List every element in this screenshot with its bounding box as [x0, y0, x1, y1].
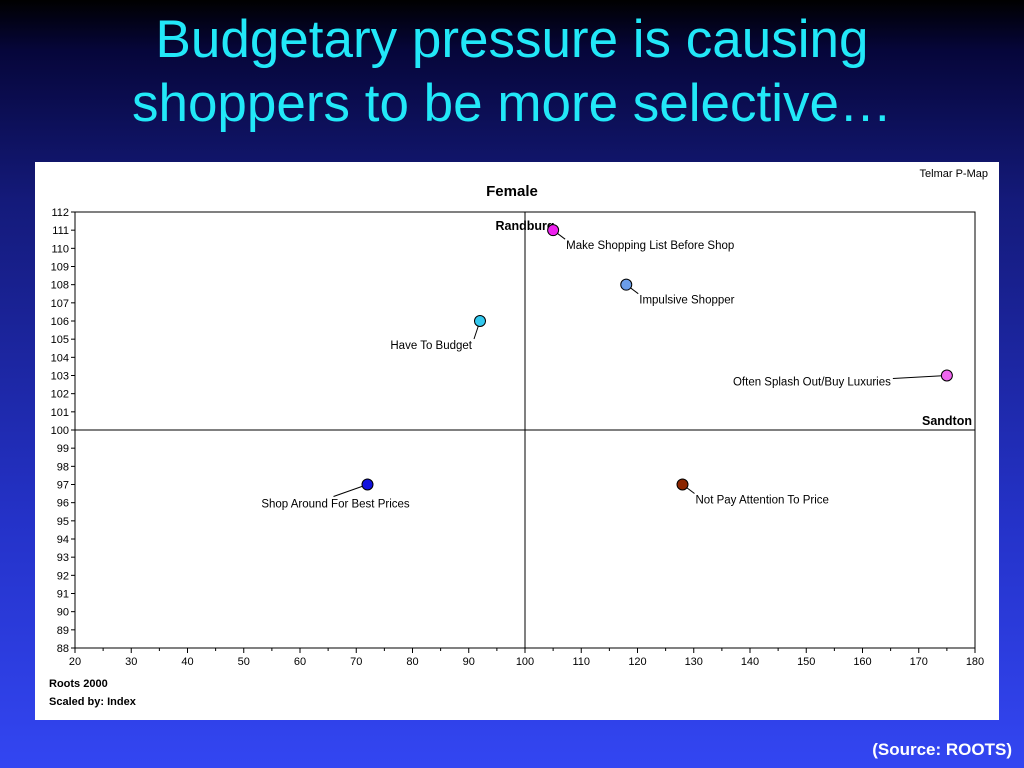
point-label: Not Pay Attention To Price	[696, 495, 829, 507]
y-tick-label: 102	[51, 389, 69, 401]
y-tick-label: 103	[51, 371, 69, 383]
x-tick-label: 180	[966, 656, 984, 668]
x-tick-label: 40	[181, 656, 193, 668]
region-labels: Randburg Sandton	[495, 219, 972, 428]
y-tick-label: 106	[51, 316, 69, 328]
y-tick-label: 101	[51, 407, 69, 419]
x-tick-label: 80	[406, 656, 418, 668]
region-label-sandton: Sandton	[922, 414, 972, 428]
y-tick-label: 98	[57, 461, 69, 473]
y-tick-label: 104	[51, 352, 69, 364]
y-tick-label: 108	[51, 280, 69, 292]
x-tick-label: 120	[628, 656, 646, 668]
y-tick-label: 100	[51, 425, 69, 437]
footer-roots-label: Roots 2000	[49, 678, 108, 690]
y-tick-label: 95	[57, 516, 69, 528]
y-axis: 88 89 90 91 92 93 94 95 96 97 98 99 100 101 102 103 104 1…	[51, 207, 75, 655]
x-tick-label: 140	[741, 656, 759, 668]
leader-line	[892, 375, 947, 379]
chart-panel: Telmar P-Map Female 88 89 90 91 92 93 94 95 96 97…	[35, 162, 999, 720]
x-tick-label: 130	[685, 656, 703, 668]
point-label: Often Splash Out/Buy Luxuries	[733, 377, 891, 389]
x-tick-label: 150	[797, 656, 815, 668]
x-tick-label: 110	[572, 656, 590, 668]
y-tick-label: 110	[51, 243, 69, 255]
y-tick-label: 97	[57, 480, 69, 492]
chart-title: Female	[486, 183, 538, 200]
y-tick-label: 99	[57, 443, 69, 455]
x-tick-label: 90	[463, 656, 475, 668]
data-points: Make Shopping List Before Shop Impulsive …	[261, 224, 953, 511]
y-tick-label: 88	[57, 643, 69, 655]
x-tick-label: 70	[350, 656, 362, 668]
footer-scaled-label: Scaled by: Index	[49, 696, 137, 708]
point-shop-around-for-best-prices	[361, 478, 374, 491]
y-tick-label: 96	[57, 498, 69, 510]
y-tick-label: 90	[57, 607, 69, 619]
region-label-randburg: Randburg	[495, 219, 554, 233]
scatter-chart: Telmar P-Map Female 88 89 90 91 92 93 94 95 96 97…	[49, 168, 988, 708]
reference-lines	[75, 212, 975, 648]
x-tick-label: 30	[125, 656, 137, 668]
y-tick-label: 105	[51, 334, 69, 346]
y-tick-label: 107	[51, 298, 69, 310]
x-tick-label: 60	[294, 656, 306, 668]
y-tick-label: 112	[51, 207, 69, 219]
point-label: Impulsive Shopper	[639, 295, 734, 307]
point-label: Have To Budget	[390, 340, 472, 352]
y-tick-label: 89	[57, 625, 69, 637]
leader-line	[333, 484, 368, 497]
point-not-pay-attention-to-price	[676, 478, 689, 491]
point-have-to-budget	[474, 315, 486, 327]
point-label: Shop Around For Best Prices	[261, 499, 410, 511]
slide-title-line-1: Budgetary pressure is causing	[155, 10, 869, 69]
x-axis: 20 30 40 50 60 70 80 90 100 110 120 130 140 150 160 170…	[69, 648, 984, 668]
brand-label: Telmar P-Map	[920, 168, 988, 180]
y-tick-label: 94	[57, 534, 69, 546]
point-make-shopping-list-before-shop	[547, 224, 560, 237]
slide-title: Budgetary pressure is causing shoppers t…	[0, 8, 1024, 136]
y-tick-label: 91	[57, 589, 69, 601]
y-tick-label: 92	[57, 570, 69, 582]
slide-title-line-2: shoppers to be more selective…	[131, 74, 893, 133]
x-tick-label: 100	[516, 656, 534, 668]
x-tick-label: 170	[910, 656, 928, 668]
x-tick-label: 20	[69, 656, 81, 668]
y-tick-label: 93	[57, 552, 69, 564]
x-tick-label: 50	[238, 656, 250, 668]
x-tick-label: 160	[853, 656, 871, 668]
point-impulsive-shopper	[620, 278, 633, 291]
y-tick-label: 109	[51, 262, 69, 274]
point-label: Make Shopping List Before Shop	[566, 240, 734, 252]
point-often-splash-out-buy-luxuries	[940, 369, 953, 382]
y-tick-label: 111	[52, 225, 69, 237]
source-note: (Source: ROOTS)	[872, 740, 1012, 759]
